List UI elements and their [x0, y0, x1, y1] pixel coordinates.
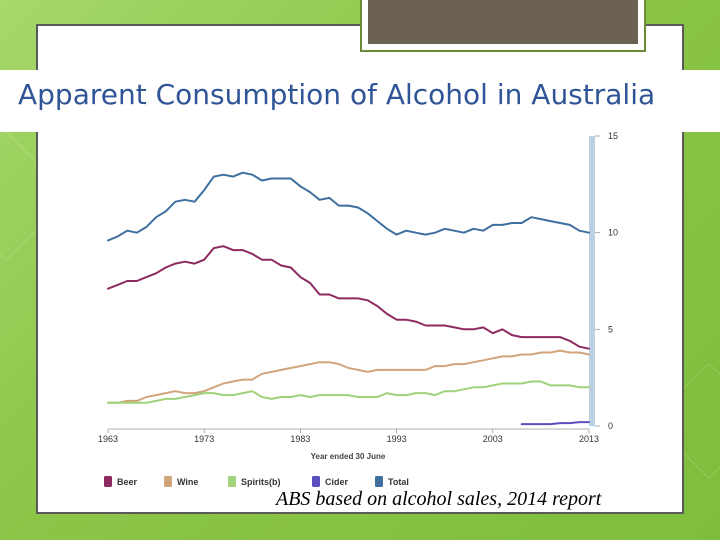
legend-swatch-beer — [104, 476, 112, 487]
legend-label-beer: Beer — [117, 477, 138, 487]
series-line-cider — [520, 421, 590, 426]
series-line-total — [107, 171, 590, 242]
x-tick-label: 2003 — [483, 434, 503, 444]
slide-accent-block — [368, 0, 638, 44]
x-tick-label: 1973 — [194, 434, 214, 444]
x-tick-label: 2013 — [579, 434, 599, 444]
legend-label-total: Total — [388, 477, 409, 487]
title-bar — [0, 70, 720, 132]
series-line-spirits — [107, 380, 590, 404]
x-tick-label: 1993 — [387, 434, 407, 444]
x-axis-title: Year ended 30 June — [311, 452, 386, 461]
y-tick-label: 15 — [608, 131, 618, 141]
source-note: ABS based on alcohol sales, 2014 report — [276, 488, 602, 510]
y-tick-label: 0 — [608, 421, 613, 431]
legend-swatch-spirits — [228, 476, 236, 487]
x-tick-label: 1963 — [98, 434, 118, 444]
legend-label-cider: Cider — [325, 477, 349, 487]
legend-label-spirits: Spirits(b) — [241, 477, 281, 487]
slide-title: Apparent Consumption of Alcohol in Austr… — [18, 78, 656, 111]
legend-label-wine: Wine — [177, 477, 198, 487]
legend-swatch-cider — [312, 476, 320, 487]
legend-swatch-total — [375, 476, 383, 487]
y-tick-label: 5 — [608, 324, 613, 334]
y-tick-label: 10 — [608, 228, 618, 238]
y-axis-scale-bar — [589, 136, 595, 426]
x-tick-label: 1983 — [290, 434, 310, 444]
slide-accent-tab — [360, 0, 646, 52]
series-line-beer — [107, 245, 590, 350]
series-line-wine — [107, 349, 590, 404]
legend-swatch-wine — [164, 476, 172, 487]
